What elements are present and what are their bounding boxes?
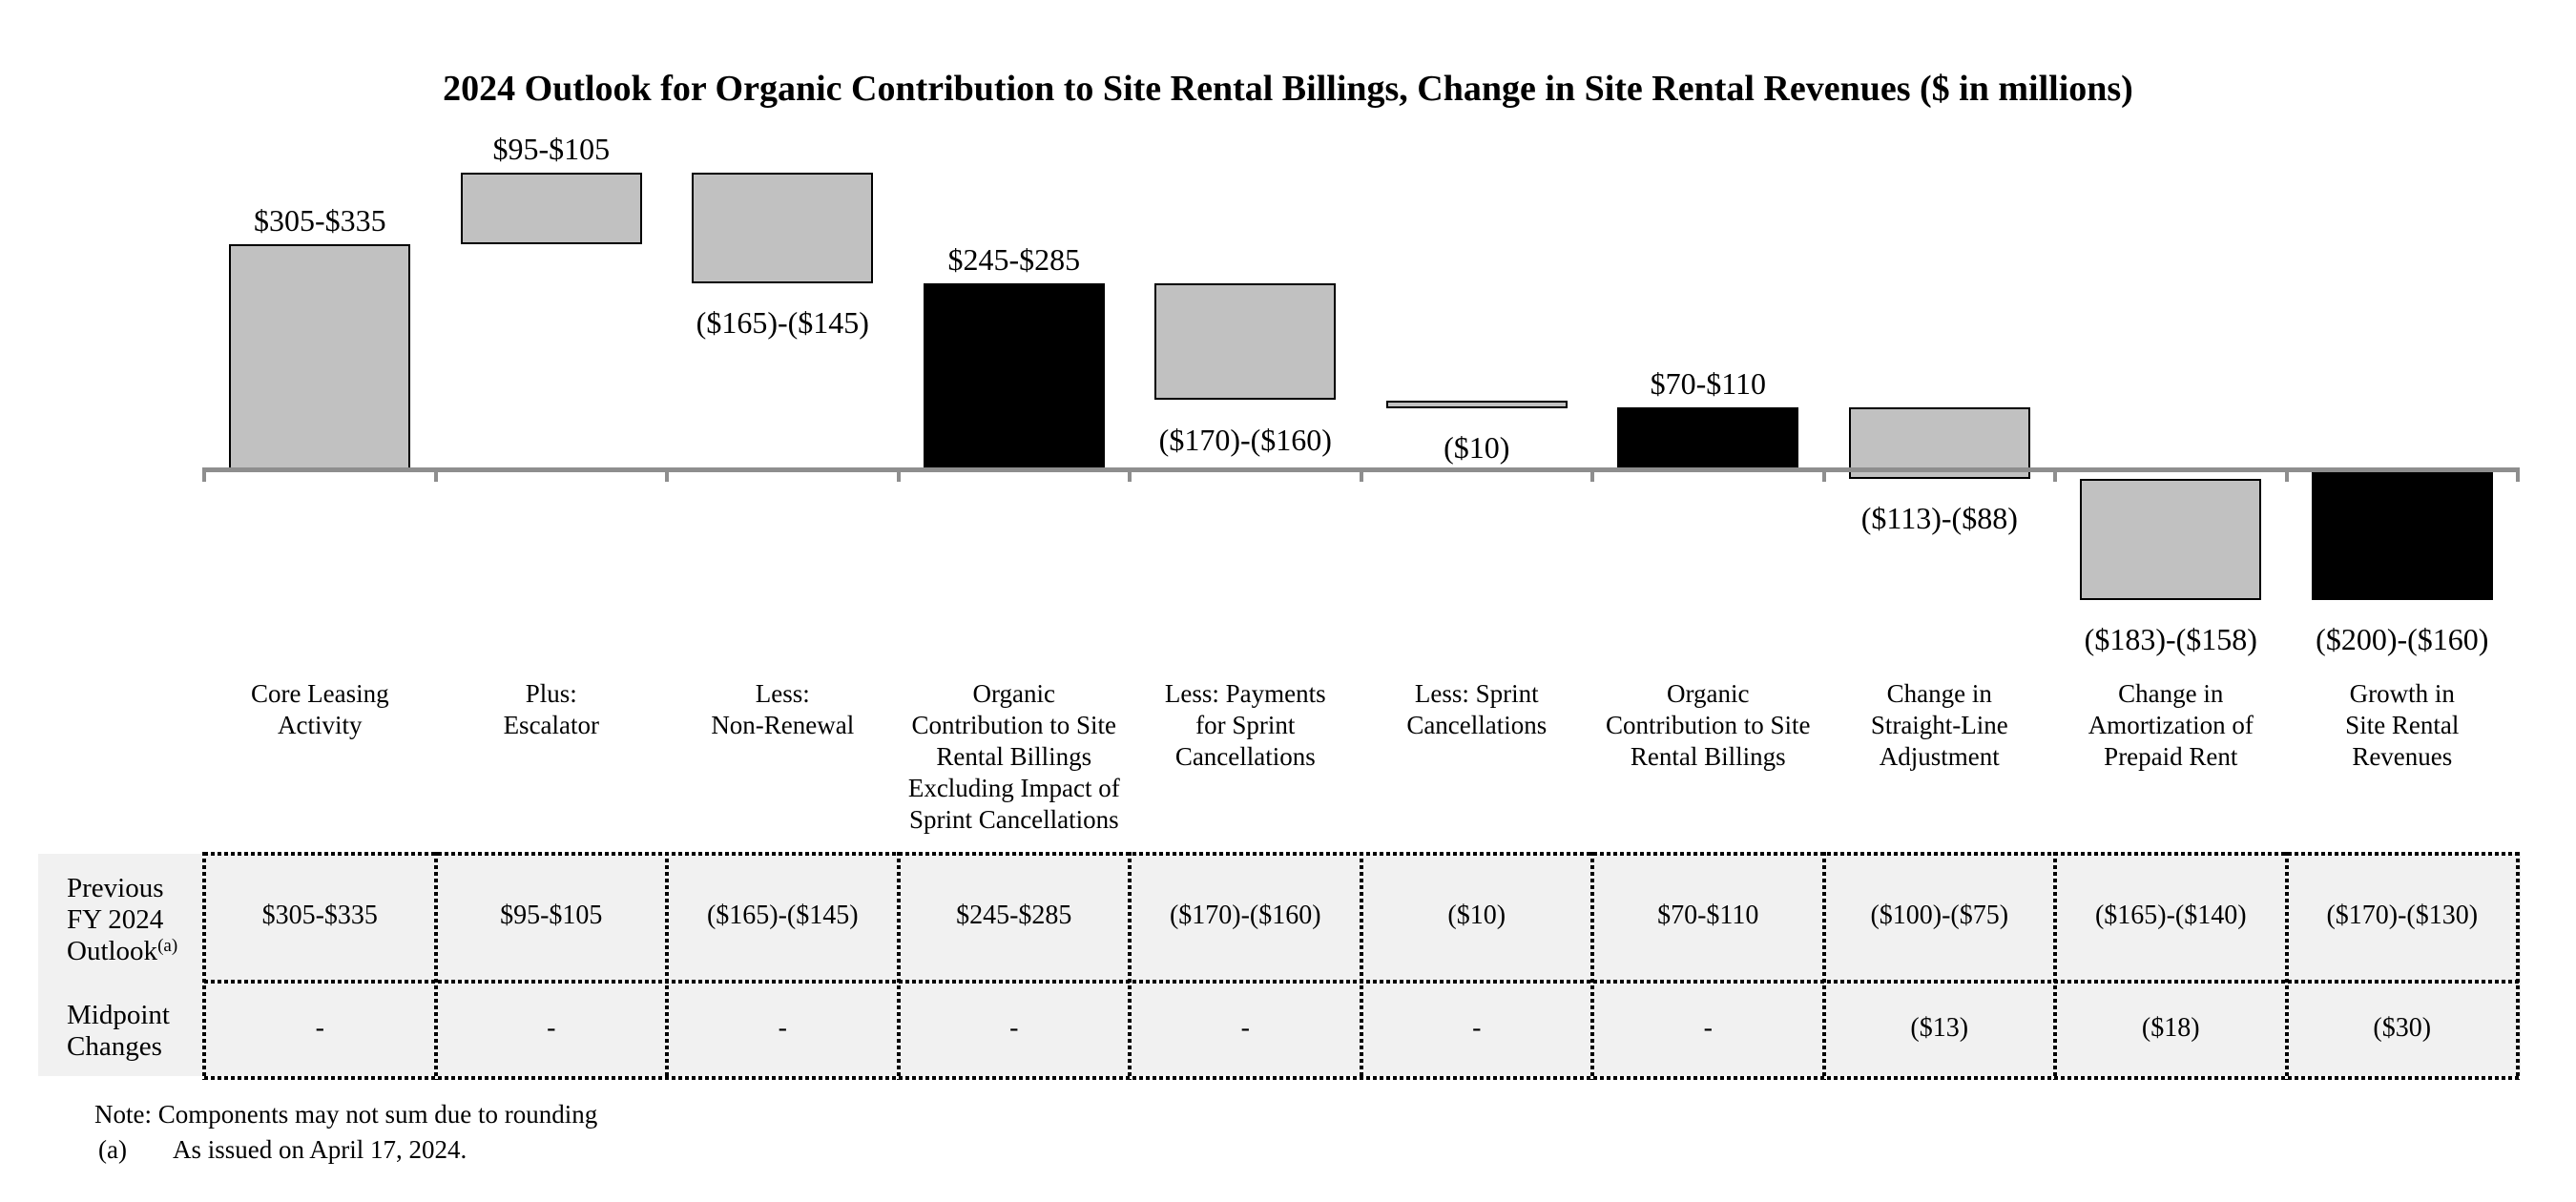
bar-value-label: ($170)-($160) [1158, 422, 1332, 457]
table-dotted-border-vertical [433, 852, 438, 1080]
table-dotted-border-vertical [2284, 852, 2289, 1080]
table-dotted-border-vertical [2516, 852, 2520, 1080]
table-cell: - [547, 1012, 556, 1043]
table-cell: $245-$285 [956, 901, 1072, 930]
footnote-text: As issued on April 17, 2024. [173, 1135, 467, 1164]
waterfall-bar [229, 243, 411, 471]
category-label: Plus: Escalator [503, 679, 600, 739]
x-axis-tick [2284, 468, 2289, 482]
waterfall-bar [923, 282, 1105, 471]
table-row-header-previous-outlook: Previous FY 2024 Outlook(a) [67, 873, 177, 967]
row-header-text: Midpoint Changes [67, 1000, 170, 1062]
table-cell: - [1472, 1012, 1482, 1043]
waterfall-bar [1385, 400, 1568, 408]
waterfall-bar [460, 173, 642, 244]
table-dotted-border-vertical [1128, 852, 1132, 1080]
table-cell: ($165)-($140) [2094, 901, 2247, 930]
bar-value-label: ($10) [1444, 429, 1510, 465]
bar-value-label: $95-$105 [492, 132, 611, 167]
table-cell: - [1703, 1012, 1713, 1043]
table-cell: $95-$105 [500, 901, 603, 930]
x-axis-tick [202, 468, 206, 482]
x-axis-tick [1359, 468, 1363, 482]
table-cell: ($100)-($75) [1870, 901, 2009, 930]
table-dotted-border-vertical [202, 852, 206, 1080]
bar-value-label: $305-$335 [253, 202, 386, 238]
category-label: Organic Contribution to Site Rental Bill… [1606, 679, 1811, 771]
table-cell: - [1009, 1012, 1019, 1043]
table-dotted-border-vertical [1359, 852, 1363, 1080]
waterfall-bar [2311, 471, 2493, 600]
table-cell: ($30) [2373, 1012, 2432, 1043]
table-dotted-border-vertical [2053, 852, 2057, 1080]
note-rounding: Note: Components may not sum due to roun… [94, 1100, 598, 1129]
category-label: Change in Amortization of Prepaid Rent [2088, 679, 2254, 771]
table-dotted-border-vertical [1821, 852, 1826, 1080]
table-background [38, 854, 2521, 1076]
x-axis-line [202, 467, 2520, 472]
x-axis-tick [433, 468, 438, 482]
bar-value-label: $245-$285 [947, 241, 1081, 277]
table-cell: - [778, 1012, 787, 1043]
table-cell: ($170)-($160) [1169, 901, 1321, 930]
table-cell: - [315, 1012, 324, 1043]
bar-value-label: $70-$110 [1650, 365, 1767, 401]
table-dotted-border-vertical [665, 852, 669, 1080]
category-label: Growth in Site Rental Revenues [2345, 679, 2460, 771]
waterfall-bar [692, 173, 874, 283]
chart-title: 2024 Outlook for Organic Contribution to… [443, 69, 2133, 109]
table-cell: ($18) [2141, 1012, 2200, 1043]
row-header-text: Previous FY 2024 Outlook [67, 873, 164, 966]
table-cell: ($10) [1447, 901, 1506, 930]
table-cell: ($13) [1910, 1012, 1969, 1043]
x-axis-tick [2516, 468, 2520, 482]
table-cell: - [1240, 1012, 1250, 1043]
bar-value-label: ($183)-($158) [2084, 621, 2257, 656]
table-cell: $70-$110 [1657, 901, 1759, 930]
table-dotted-border-vertical [1590, 852, 1594, 1080]
bar-value-label: ($165)-($145) [696, 304, 869, 340]
x-axis-tick [896, 468, 901, 482]
waterfall-bar [1848, 406, 2030, 479]
category-label: Less: Non-Renewal [711, 679, 855, 739]
x-axis-tick [665, 468, 669, 482]
category-label: Less: Sprint Cancellations [1406, 679, 1548, 739]
bar-value-label: ($200)-($160) [2316, 621, 2489, 656]
table-dotted-border-vertical [896, 852, 901, 1080]
bar-value-label: ($113)-($88) [1860, 500, 2018, 535]
waterfall-bar [2080, 478, 2262, 600]
footnote-marker: (a) [98, 1135, 127, 1164]
x-axis-tick [2053, 468, 2057, 482]
category-label: Organic Contribution to Site Rental Bill… [907, 679, 1120, 834]
category-label: Core Leasing Activity [250, 679, 389, 739]
waterfall-bar [1154, 282, 1337, 401]
x-axis-tick [1128, 468, 1132, 482]
x-axis-tick [1590, 468, 1594, 482]
category-label: Less: Payments for Sprint Cancellations [1164, 679, 1326, 771]
x-axis-tick [1821, 468, 1826, 482]
table-cell: ($170)-($130) [2326, 901, 2479, 930]
row-header-footnote-superscript: (a) [157, 936, 178, 956]
category-label: Change in Straight-Line Adjustment [1870, 679, 2008, 771]
waterfall-bar [1617, 406, 1799, 471]
table-cell: ($165)-($145) [706, 901, 859, 930]
table-cell: $305-$335 [261, 901, 378, 930]
table-row-header-midpoint-changes: Midpoint Changes [67, 1000, 170, 1063]
